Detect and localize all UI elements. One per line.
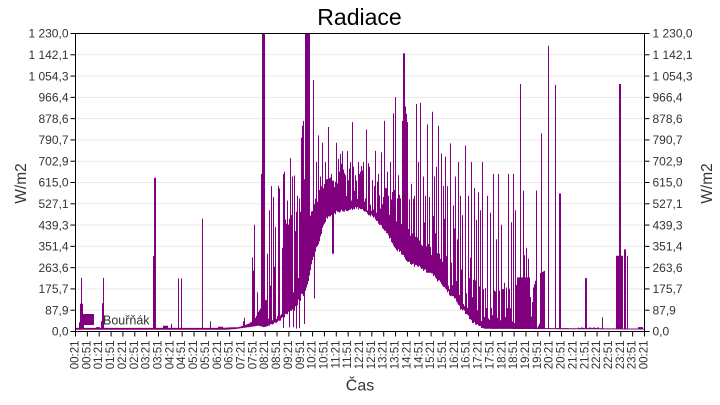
svg-text:0,0: 0,0 [52, 325, 69, 339]
svg-text:527,1: 527,1 [38, 197, 68, 211]
svg-text:02:21: 02:21 [117, 341, 129, 370]
svg-text:439,3: 439,3 [38, 218, 68, 232]
svg-text:23:21: 23:21 [615, 341, 627, 370]
svg-text:12:51: 12:51 [366, 341, 378, 370]
svg-text:1 230,0: 1 230,0 [28, 27, 68, 41]
svg-text:1 142,1: 1 142,1 [28, 48, 68, 62]
svg-text:1 142,1: 1 142,1 [653, 48, 693, 62]
svg-text:21:21: 21:21 [567, 341, 579, 370]
svg-text:13:21: 13:21 [378, 341, 390, 370]
svg-text:20:21: 20:21 [544, 341, 556, 370]
svg-text:01:51: 01:51 [105, 341, 117, 370]
svg-text:19:51: 19:51 [532, 341, 544, 370]
svg-text:00:51: 00:51 [81, 341, 93, 370]
svg-text:10:21: 10:21 [307, 341, 319, 370]
svg-text:08:21: 08:21 [259, 341, 271, 370]
svg-text:07:21: 07:21 [235, 341, 247, 370]
svg-text:Čas: Čas [346, 376, 374, 395]
svg-text:03:21: 03:21 [141, 341, 153, 370]
svg-text:05:51: 05:51 [200, 341, 212, 370]
svg-text:87,9: 87,9 [653, 303, 677, 317]
svg-text:351,4: 351,4 [38, 240, 68, 254]
svg-text:175,7: 175,7 [38, 282, 68, 296]
svg-text:10:51: 10:51 [318, 341, 330, 370]
svg-text:20:51: 20:51 [556, 341, 568, 370]
svg-text:12:21: 12:21 [354, 341, 366, 370]
svg-text:09:51: 09:51 [295, 341, 307, 370]
svg-text:19:21: 19:21 [520, 341, 532, 370]
svg-text:W/m2: W/m2 [699, 163, 716, 203]
svg-text:1 230,0: 1 230,0 [653, 27, 693, 41]
svg-text:966,4: 966,4 [653, 91, 683, 105]
svg-text:263,6: 263,6 [653, 261, 683, 275]
svg-text:351,4: 351,4 [653, 240, 683, 254]
svg-text:11:51: 11:51 [342, 341, 354, 369]
svg-text:17:21: 17:21 [473, 341, 485, 370]
svg-text:16:21: 16:21 [449, 341, 461, 370]
svg-text:22:51: 22:51 [603, 341, 615, 370]
svg-text:05:21: 05:21 [188, 341, 200, 370]
svg-text:439,3: 439,3 [653, 218, 683, 232]
svg-text:18:21: 18:21 [496, 341, 508, 370]
svg-text:702,9: 702,9 [653, 154, 683, 168]
svg-text:04:21: 04:21 [164, 341, 176, 370]
svg-text:08:51: 08:51 [271, 341, 283, 370]
svg-text:702,9: 702,9 [38, 154, 68, 168]
svg-text:175,7: 175,7 [653, 282, 683, 296]
svg-text:1 054,3: 1 054,3 [653, 69, 693, 83]
svg-text:0,0: 0,0 [653, 325, 670, 339]
svg-text:22:21: 22:21 [591, 341, 603, 370]
svg-text:790,7: 790,7 [653, 133, 683, 147]
svg-text:06:51: 06:51 [224, 341, 236, 370]
svg-text:14:51: 14:51 [413, 341, 425, 370]
svg-text:87,9: 87,9 [45, 303, 69, 317]
svg-text:790,7: 790,7 [38, 133, 68, 147]
svg-text:878,6: 878,6 [38, 112, 68, 126]
svg-text:13:51: 13:51 [390, 341, 402, 370]
svg-text:Radiace: Radiace [317, 4, 401, 30]
svg-text:14:21: 14:21 [401, 341, 413, 370]
svg-text:06:21: 06:21 [212, 341, 224, 370]
svg-text:W/m2: W/m2 [13, 163, 30, 203]
svg-text:878,6: 878,6 [653, 112, 683, 126]
svg-text:09:21: 09:21 [283, 341, 295, 370]
svg-text:00:21: 00:21 [639, 341, 651, 370]
svg-text:Bouřňák: Bouřňák [103, 314, 150, 328]
svg-text:11:21: 11:21 [330, 341, 342, 369]
svg-text:17:51: 17:51 [484, 341, 496, 370]
svg-text:21:51: 21:51 [579, 341, 591, 370]
svg-text:1 054,3: 1 054,3 [28, 69, 68, 83]
svg-text:07:51: 07:51 [247, 341, 259, 370]
svg-text:00:21: 00:21 [70, 341, 82, 370]
svg-text:18:51: 18:51 [508, 341, 520, 370]
svg-text:966,4: 966,4 [38, 91, 68, 105]
svg-text:03:51: 03:51 [153, 341, 165, 370]
svg-text:01:21: 01:21 [93, 341, 105, 370]
svg-text:615,0: 615,0 [38, 176, 68, 190]
svg-text:04:51: 04:51 [176, 341, 188, 370]
svg-text:263,6: 263,6 [38, 261, 68, 275]
svg-text:02:51: 02:51 [129, 341, 141, 370]
svg-text:527,1: 527,1 [653, 197, 683, 211]
svg-text:15:51: 15:51 [437, 341, 449, 370]
svg-text:23:51: 23:51 [627, 341, 639, 370]
svg-text:16:51: 16:51 [461, 341, 473, 370]
svg-text:615,0: 615,0 [653, 176, 683, 190]
svg-text:15:21: 15:21 [425, 341, 437, 370]
